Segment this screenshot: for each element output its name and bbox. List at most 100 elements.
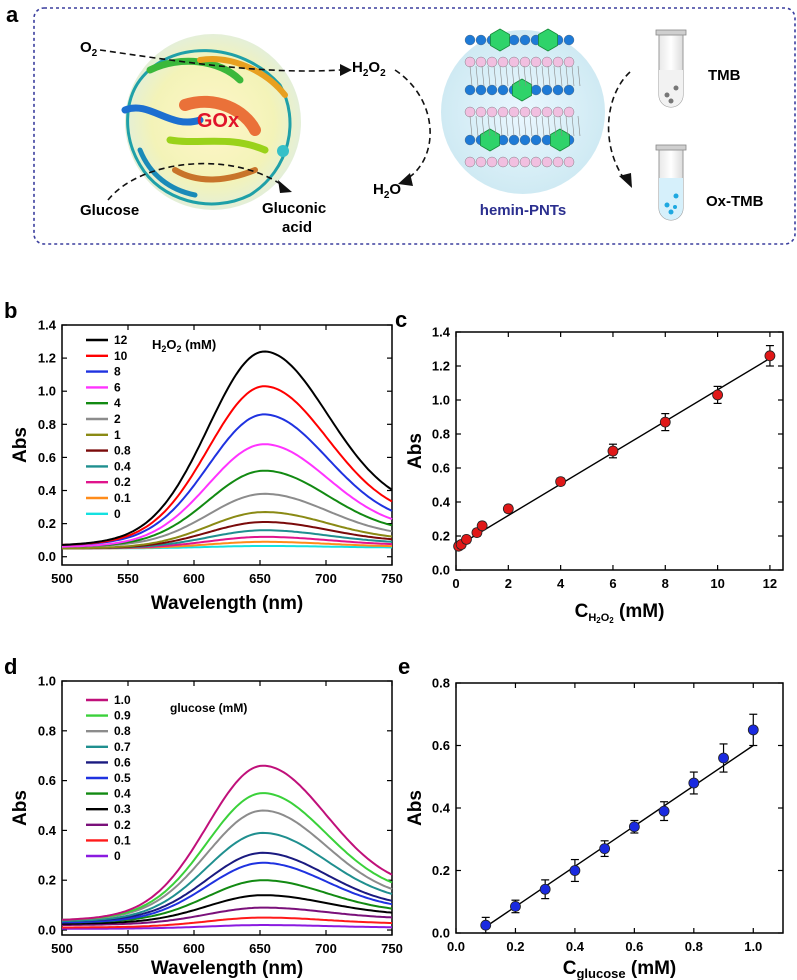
x-tick-label: 6: [609, 576, 616, 591]
x-tick-label: 600: [183, 571, 205, 586]
chart-e-glucose-calibration: 0.0 0.2 0.4 0.6 0.8 1.0 0.0 0.2 0.4 0.6 0.8 Abs Cglu…: [405, 676, 784, 980]
data-point: [628, 821, 640, 833]
lipid-head: [508, 34, 520, 46]
lipid-tail: [481, 115, 485, 137]
lipid-head: [475, 34, 487, 46]
lipid-head: [530, 156, 542, 168]
glucose-to-gluconic-arrow: [107, 162, 283, 201]
data-point: [659, 416, 671, 428]
lipid-head: [530, 106, 542, 118]
hemin-hexagon: [490, 28, 510, 52]
panel-a-scheme: a GOx O2 H2O2 H2O Glucose Gl: [6, 2, 796, 245]
lipid-head: [552, 84, 564, 96]
data-point: [658, 805, 670, 817]
y-tick-label: 0.2: [38, 516, 56, 531]
legend-label: 0.6: [114, 755, 131, 769]
spectrum-line-1: [62, 510, 393, 550]
lipid-tail: [541, 65, 545, 87]
lipid-tail: [541, 115, 545, 137]
y-axis-title: Abs: [10, 427, 31, 463]
lipid-tail: [553, 115, 557, 137]
fit-line: [485, 744, 754, 928]
lipid-head: [508, 156, 520, 168]
lipid-head: [541, 156, 553, 168]
lipid-head: [530, 134, 542, 146]
data-point: [747, 724, 759, 736]
x-tick-label: 550: [117, 941, 139, 956]
y-tick-label: 0.8: [432, 427, 450, 442]
lipid-tail: [505, 115, 509, 137]
spectrum-line-10: [61, 385, 393, 546]
data-point: [599, 843, 611, 855]
data-point: [688, 777, 700, 789]
lipid-head: [508, 106, 520, 118]
chart-b-h2o2-spectra: 500 550 600 650 700 750 0.0 0.2 0.4 0.6 0.8 1.0 1.2 1…: [10, 318, 403, 615]
y-tick-label: 0.0: [38, 923, 56, 938]
plot-frame: [61, 324, 393, 566]
lipid-tail: [577, 65, 581, 87]
x-tick-label: 500: [51, 571, 73, 586]
lipid-head: [541, 56, 553, 68]
hemin-hexagon: [550, 128, 570, 152]
data-point: [510, 901, 521, 912]
lipid-head: [563, 156, 575, 168]
lipid-tail: [487, 65, 491, 87]
lipid-head: [519, 56, 531, 68]
lipid-head: [464, 156, 476, 168]
lipid-tail: [499, 115, 503, 137]
h2o-arrowhead-icon: [398, 173, 413, 186]
lipid-head: [464, 106, 476, 118]
legend-label: 0: [114, 849, 121, 863]
lipid-tail: [505, 65, 509, 87]
lipid-tail: [559, 115, 563, 137]
x-tick-label: 4: [557, 576, 565, 591]
spectrum-line-12: [61, 350, 393, 546]
y-tick-label: 0.2: [432, 863, 450, 878]
y-tick-label: 0.4: [432, 801, 451, 816]
lipid-tail: [469, 65, 473, 87]
lipid-head: [552, 106, 564, 118]
lipid-head: [530, 84, 542, 96]
lipid-head: [541, 84, 553, 96]
panel-letter-a: a: [6, 2, 19, 27]
x-axis-title: Wavelength (nm): [151, 593, 303, 614]
x-tick-label: 700: [315, 941, 337, 956]
legend-label: 1: [114, 428, 121, 442]
legend-label: 0.4: [114, 459, 131, 473]
y-tick-label: 0.0: [432, 926, 450, 941]
y-tick-label: 0.2: [38, 873, 56, 888]
lipid-head: [552, 156, 564, 168]
lipid-tail: [571, 115, 575, 137]
legend-label: 0.8: [114, 724, 131, 738]
legend-title: glucose (mM): [170, 701, 247, 715]
lipid-tail: [571, 65, 575, 87]
x-tick-label: 750: [381, 941, 403, 956]
data-point: [764, 350, 776, 362]
y-tick-label: 0.0: [38, 549, 56, 564]
lipid-head: [519, 156, 531, 168]
x-tick-label: 0.6: [625, 939, 643, 954]
lipid-tail: [547, 115, 551, 137]
legend-label: 0.3: [114, 802, 131, 816]
y-tick-label: 1.2: [38, 351, 56, 366]
spectrum-line-6: [61, 443, 393, 548]
h2o2-label: H2O2: [352, 59, 386, 79]
lipid-head: [486, 84, 498, 96]
legend-label: 2: [114, 412, 121, 426]
y-axis-title: Abs: [405, 433, 426, 469]
lipid-tail: [487, 115, 491, 137]
data-point: [569, 865, 581, 876]
y-axis-title: Abs: [10, 790, 31, 826]
spectrum-line-0.9: [61, 792, 393, 921]
panel-letter-e: e: [398, 654, 410, 679]
panel-letter-d: d: [4, 654, 17, 679]
y-tick-label: 1.0: [38, 674, 56, 689]
lipid-tail: [481, 65, 485, 87]
y-tick-label: 0.6: [38, 773, 56, 788]
legend-label: 1.0: [114, 693, 131, 707]
lipid-head: [497, 156, 509, 168]
y-tick-label: 1.4: [432, 325, 451, 340]
x-tick-label: 650: [249, 571, 271, 586]
spectrum-line-0.1: [62, 916, 392, 929]
legend-label: 0.9: [114, 709, 131, 723]
